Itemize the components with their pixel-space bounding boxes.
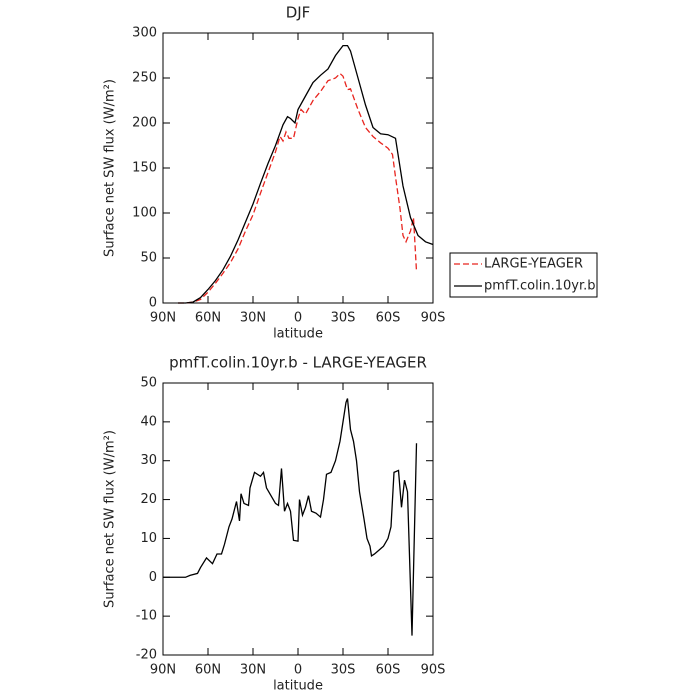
y-tick-label: 250 [132, 71, 157, 86]
x-tick-label: 60S [376, 311, 401, 326]
y-tick-label: 50 [140, 376, 157, 391]
data-line [178, 44, 434, 304]
x-tick-label: 30N [240, 663, 266, 678]
data-line [178, 72, 418, 304]
x-tick-label: 60S [376, 663, 401, 678]
plot-frame [162, 32, 434, 304]
y-tick-label: 50 [140, 251, 157, 266]
x-tick-label: 0 [294, 311, 302, 326]
legend-box [449, 252, 598, 298]
x-tick-label: 90N [150, 663, 176, 678]
x-tick-label: 90N [150, 311, 176, 326]
y-axis-label: Surface net SW flux (W/m²) [103, 79, 118, 257]
legend-label: LARGE-YEAGER [484, 257, 583, 272]
y-tick-label: 0 [149, 296, 157, 311]
plot-frame [162, 382, 434, 656]
x-axis-label: latitude [273, 327, 323, 342]
y-tick-label: 20 [140, 492, 157, 507]
y-tick-label: 200 [132, 116, 157, 131]
x-tick-label: 90S [421, 663, 446, 678]
chart-title: DJF [286, 4, 311, 22]
x-tick-label: 60N [195, 311, 221, 326]
y-tick-label: 300 [132, 26, 157, 41]
y-tick-label: 150 [132, 161, 157, 176]
y-tick-label: 0 [149, 570, 157, 585]
x-tick-label: 30S [331, 663, 356, 678]
legend-label: pmfT.colin.10yr.b [484, 279, 596, 294]
y-tick-label: 10 [140, 531, 157, 546]
y-tick-label: -20 [136, 648, 157, 663]
y-tick-label: 40 [140, 414, 157, 429]
x-axis-label: latitude [273, 679, 323, 694]
x-tick-label: 90S [421, 311, 446, 326]
chart-title: pmfT.colin.10yr.b - LARGE-YEAGER [169, 354, 427, 372]
y-tick-label: -10 [136, 609, 157, 624]
data-line [163, 398, 418, 636]
x-tick-label: 60N [195, 663, 221, 678]
y-tick-label: 100 [132, 206, 157, 221]
y-tick-label: 30 [140, 453, 157, 468]
x-tick-label: 30S [331, 311, 356, 326]
x-tick-label: 30N [240, 311, 266, 326]
y-axis-label: Surface net SW flux (W/m²) [103, 430, 118, 608]
x-tick-label: 0 [294, 663, 302, 678]
